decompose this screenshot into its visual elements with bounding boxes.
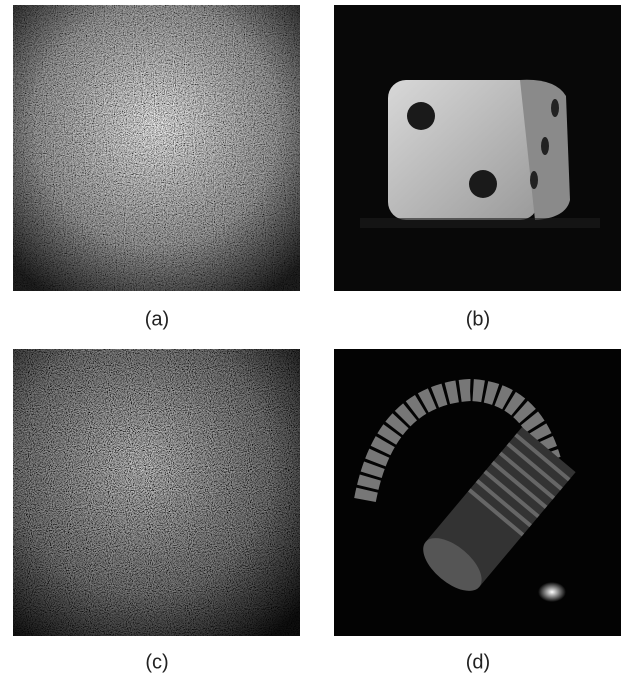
- panel-c: [13, 349, 300, 636]
- caption: (b): [466, 308, 490, 330]
- caption: (d): [466, 651, 490, 673]
- panel-b: [334, 5, 621, 291]
- panel-d: [334, 349, 621, 636]
- caption: (c): [145, 651, 168, 673]
- panel-a: [13, 5, 300, 291]
- figure: (a) (b) (c) (d): [0, 0, 623, 680]
- caption: (a): [145, 308, 169, 330]
